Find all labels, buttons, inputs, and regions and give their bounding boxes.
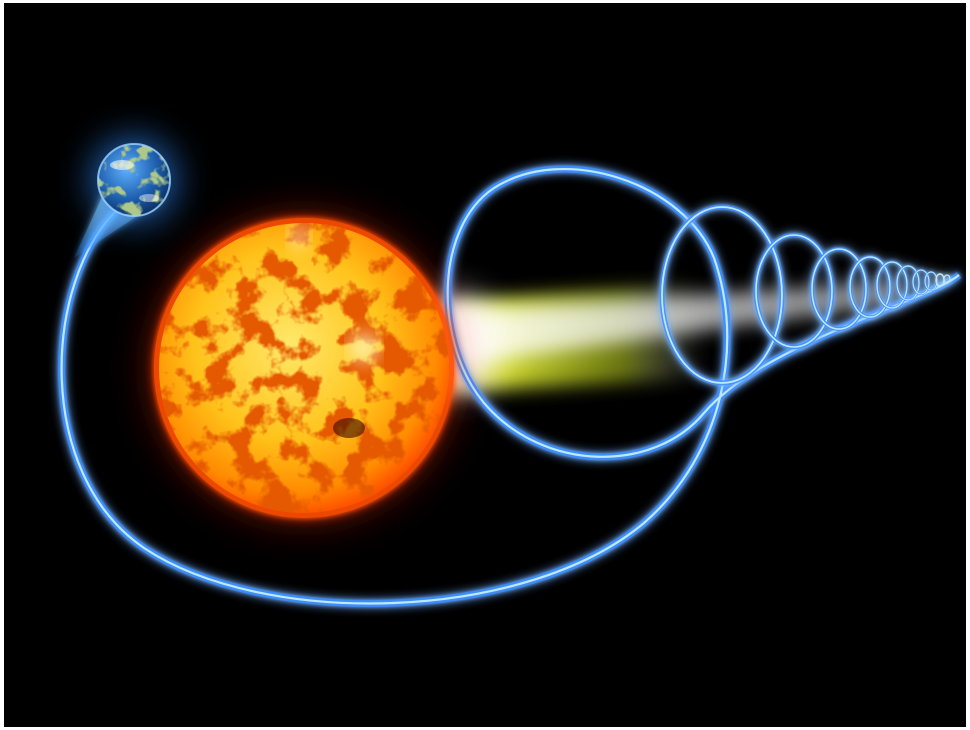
- space-scene: [58, 138, 962, 607]
- spiral-rings: [659, 204, 951, 386]
- sun: [136, 200, 472, 536]
- orbit-path: [58, 165, 962, 607]
- earth: [74, 138, 176, 258]
- image-frame: [4, 3, 966, 727]
